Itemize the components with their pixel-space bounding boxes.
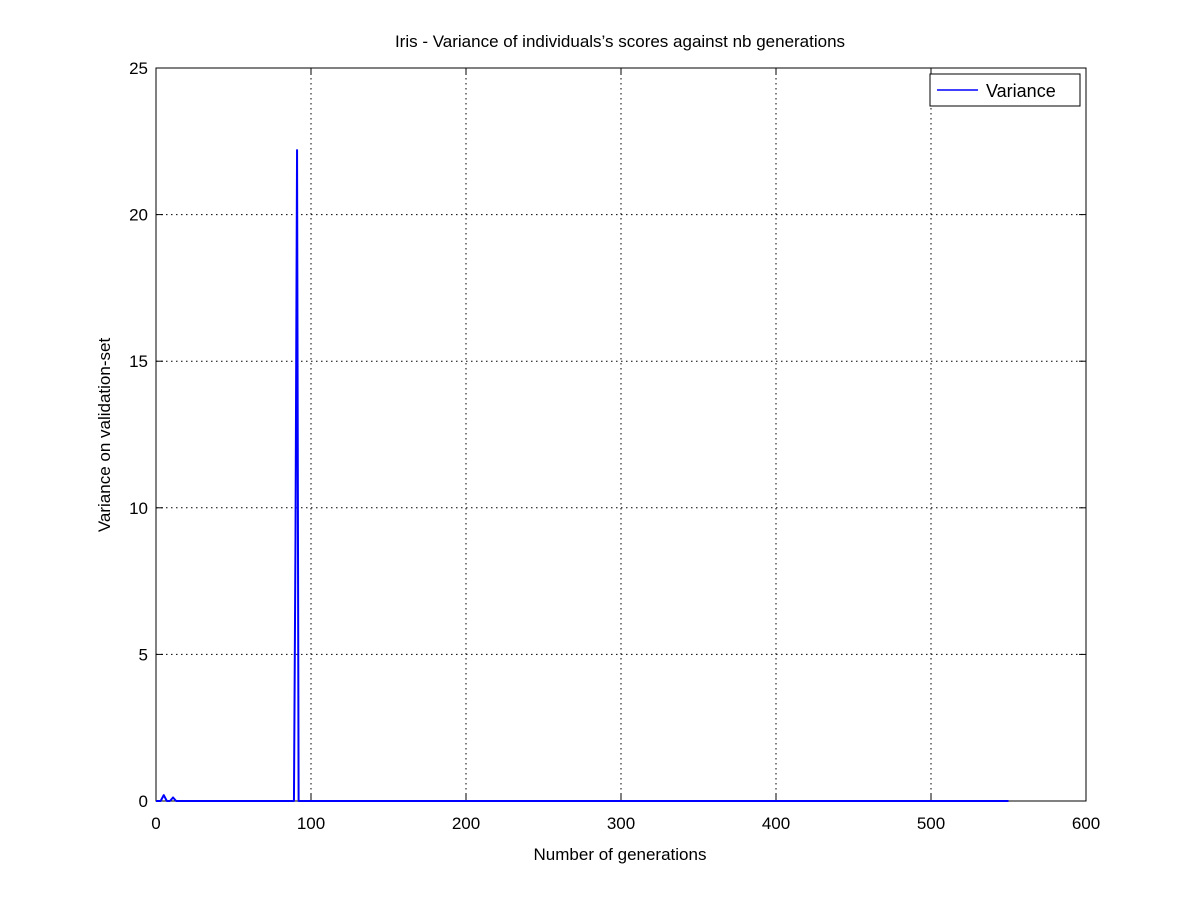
series-group xyxy=(156,149,1009,802)
x-tick-label: 400 xyxy=(762,814,790,833)
grid xyxy=(156,68,1086,801)
chart-title: Iris - Variance of individuals’s scores … xyxy=(395,32,845,51)
y-tick-label: 0 xyxy=(139,792,148,811)
x-tick-label: 0 xyxy=(151,814,160,833)
y-tick-label: 10 xyxy=(129,499,148,518)
legend-label: Variance xyxy=(986,81,1056,101)
x-axis-label: Number of generations xyxy=(534,845,707,864)
y-tick-label: 15 xyxy=(129,352,148,371)
x-tick-label: 300 xyxy=(607,814,635,833)
tick-labels: 0 100 200 300 400 500 600 0 5 10 15 20 25 xyxy=(129,59,1100,833)
y-tick-label: 25 xyxy=(129,59,148,78)
y-tick-label: 5 xyxy=(139,645,148,664)
legend: Variance xyxy=(929,73,1081,107)
legend-box xyxy=(929,73,1081,107)
series-line-variance xyxy=(156,149,1009,802)
x-tick-label: 100 xyxy=(297,814,325,833)
x-tick-label: 500 xyxy=(917,814,945,833)
x-tick-label: 600 xyxy=(1072,814,1100,833)
y-tick-label: 20 xyxy=(129,206,148,225)
x-tick-label: 200 xyxy=(452,814,480,833)
y-axis-label: Variance on validation-set xyxy=(95,338,114,533)
